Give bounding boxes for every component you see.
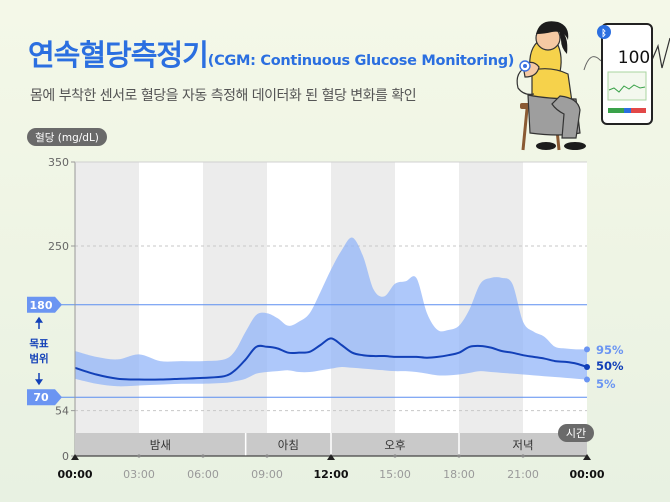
x-tick-label: 18:00 bbox=[443, 468, 475, 481]
x-axis-label: 시간 bbox=[566, 427, 586, 440]
target-low-label: 70 bbox=[33, 391, 49, 404]
title-english: (CGM: Continuous Glucose Monitoring) bbox=[207, 53, 515, 69]
x-tick-marker bbox=[521, 454, 525, 458]
phone-reader: ᛒ 100 bbox=[597, 23, 653, 125]
series-end-dot bbox=[584, 346, 590, 353]
time-stripe bbox=[75, 162, 139, 456]
percentile-band bbox=[75, 237, 587, 387]
target-arrow-down-head bbox=[35, 379, 43, 386]
svg-text:ᛒ: ᛒ bbox=[601, 28, 606, 39]
x-tick-marker bbox=[327, 454, 335, 460]
target-high-label: 180 bbox=[30, 299, 53, 312]
period-segment bbox=[245, 433, 331, 456]
series-label: 5% bbox=[596, 377, 616, 391]
cgm-illustration: ᛒ 100 bbox=[516, 21, 670, 151]
x-tick-label: 06:00 bbox=[187, 468, 219, 481]
y-tick-label: 250 bbox=[48, 240, 69, 253]
period-label: 밤새 bbox=[150, 438, 171, 452]
series-label: 95% bbox=[596, 343, 624, 357]
y-tick-label: 54 bbox=[55, 405, 69, 418]
target-range-label: 범위 bbox=[29, 352, 48, 365]
person-illustration bbox=[516, 21, 586, 150]
x-axis-label-pill bbox=[558, 424, 594, 442]
x-tick-marker bbox=[71, 454, 79, 460]
signal-line-right bbox=[651, 37, 670, 69]
period-label: 아침 bbox=[278, 438, 299, 452]
series-label: 50% bbox=[596, 359, 624, 373]
x-tick-marker bbox=[201, 454, 205, 458]
x-tick-marker bbox=[457, 454, 461, 458]
target-arrow-up-head bbox=[35, 316, 43, 323]
period-segment bbox=[331, 433, 459, 456]
median-line bbox=[74, 337, 588, 381]
device-reading: 100 bbox=[618, 48, 650, 68]
time-stripe bbox=[203, 162, 267, 456]
period-label: 오후 bbox=[384, 438, 405, 452]
x-tick-label: 00:00 bbox=[57, 468, 92, 481]
chart-subtitle: 몸에 부착한 센서로 혈당을 자동 측정해 데이터화 된 혈당 변화를 확인 bbox=[30, 88, 417, 104]
title-main: 연속혈당측정기 bbox=[28, 38, 209, 72]
x-tick-marker bbox=[137, 454, 141, 458]
x-tick-marker bbox=[393, 454, 397, 458]
target-high-label-bg bbox=[27, 296, 62, 313]
series-end-dot bbox=[584, 376, 590, 383]
x-tick-label: 15:00 bbox=[379, 468, 411, 481]
y-tick-label: 350 bbox=[48, 156, 69, 169]
x-tick-marker bbox=[265, 454, 269, 458]
chart-title: 연속혈당측정기(CGM: Continuous Glucose Monitori… bbox=[28, 32, 514, 74]
target-low-label-bg bbox=[27, 389, 62, 406]
y-axis-label-pill bbox=[27, 128, 107, 146]
y-tick-label: 0 bbox=[62, 450, 69, 463]
period-segment bbox=[75, 433, 246, 456]
period-label: 저녁 bbox=[512, 438, 533, 452]
target-range-label: 목표 bbox=[29, 338, 49, 350]
period-segment bbox=[459, 433, 587, 456]
x-tick-marker bbox=[583, 454, 591, 460]
x-tick-label: 21:00 bbox=[507, 468, 539, 481]
x-tick-label: 09:00 bbox=[251, 468, 283, 481]
x-tick-label: 00:00 bbox=[569, 468, 604, 481]
x-tick-label: 12:00 bbox=[313, 468, 348, 481]
x-tick-label: 03:00 bbox=[123, 468, 155, 481]
y-axis-label: 혈당 (mg/dL) bbox=[35, 131, 99, 144]
series-end-dot bbox=[584, 363, 590, 370]
